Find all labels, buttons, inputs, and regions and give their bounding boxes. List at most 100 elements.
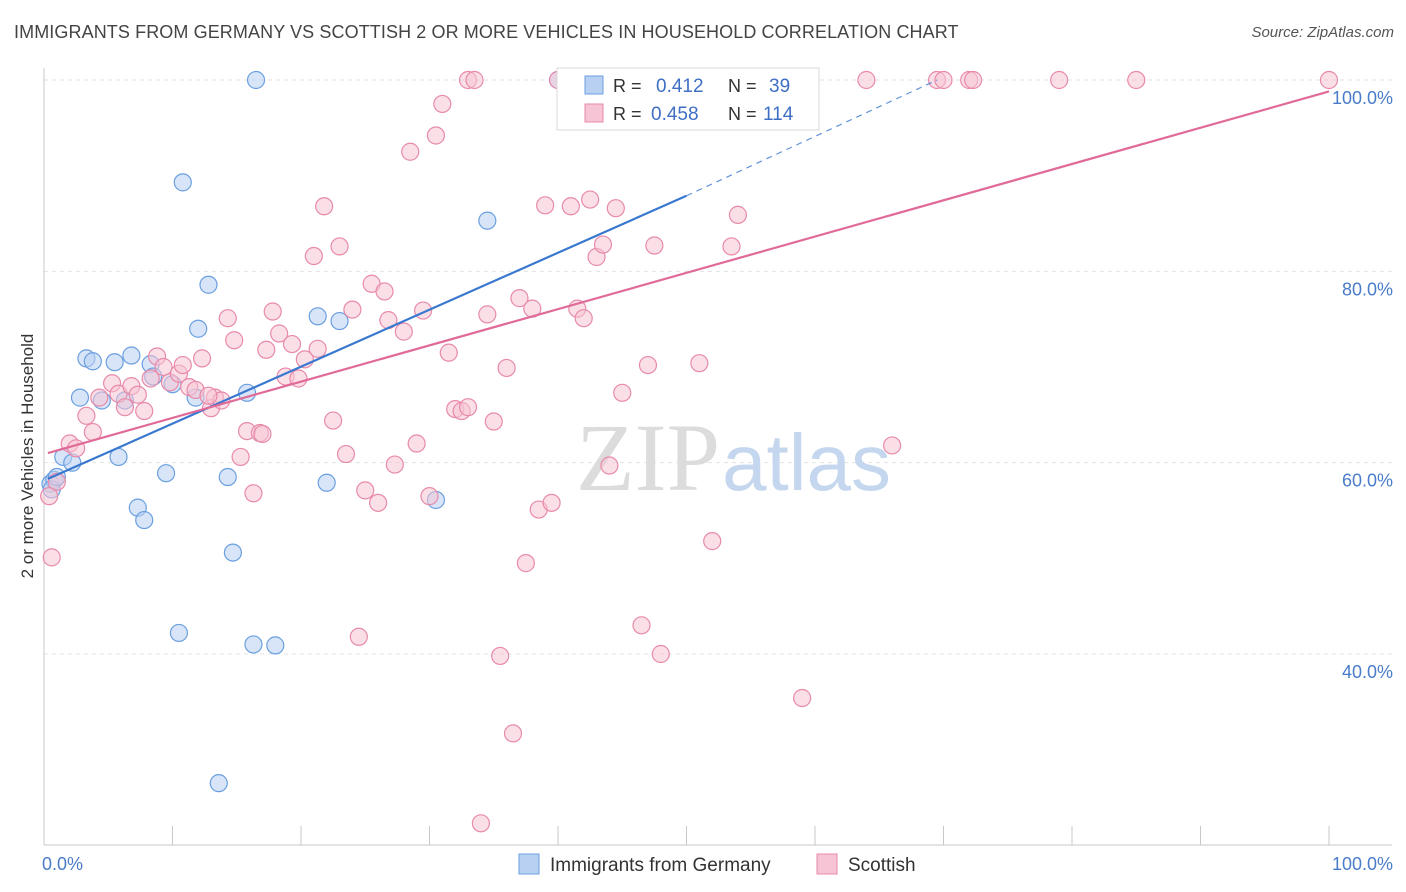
scottish-point-89	[638, 355, 658, 375]
germany-point-29	[266, 636, 285, 655]
scottish-point-26	[218, 309, 237, 328]
scottish-point-22	[192, 349, 212, 368]
scottish-point-33	[263, 302, 282, 321]
bottom-legend-swatch-scottish	[816, 853, 838, 875]
germany-trend-line	[47, 194, 687, 480]
legend-n-label-scottish: N =	[728, 104, 757, 124]
scottish-point-59	[433, 94, 452, 114]
scottish-point-49	[369, 493, 388, 512]
bottom-legend-swatch-germany	[518, 853, 540, 875]
y-tick-label-80: 80.0%	[1342, 279, 1393, 299]
germany-point-13	[135, 510, 154, 530]
x-ticks	[172, 826, 1330, 845]
scottish-point-40	[308, 339, 327, 358]
scottish-point-104	[934, 70, 953, 90]
germany-trend-extension	[686, 79, 938, 197]
scottish-point-19	[173, 355, 192, 375]
scottish-point-60	[439, 343, 458, 362]
watermark-zip: ZIP	[576, 404, 720, 511]
germany-point-30	[308, 307, 327, 326]
scottish-point-107	[1050, 70, 1069, 90]
scottish-point-14	[141, 369, 160, 388]
y-tick-labels: 40.0% 60.0% 80.0% 100.0%	[1332, 88, 1393, 682]
scottish-point-47	[356, 481, 375, 500]
scottish-point-1	[42, 548, 61, 567]
germany-point-34	[478, 211, 497, 230]
scottish-point-27	[225, 331, 244, 350]
legend-r-value-germany: 0.412	[656, 76, 704, 97]
scottish-point-57	[420, 487, 439, 506]
scottish-point-68	[491, 646, 510, 666]
series-germany-points	[41, 70, 658, 793]
scottish-point-45	[343, 300, 362, 319]
scottish-point-111	[253, 424, 272, 444]
scottish-point-85	[606, 199, 625, 218]
scottish-point-28	[231, 447, 250, 467]
bottom-legend: Immigrants from Germany Scottish	[518, 853, 916, 876]
germany-point-18	[169, 623, 189, 643]
scottish-point-76	[542, 493, 561, 512]
y-axis-label: 2 or more Vehicles in Household	[18, 334, 37, 579]
scottish-point-69	[497, 358, 516, 378]
scottish-point-101	[857, 70, 876, 90]
germany-point-24	[218, 467, 237, 487]
scottish-point-66	[478, 305, 497, 324]
y-tick-label-40: 40.0%	[1342, 662, 1393, 682]
scottish-point-90	[645, 236, 664, 255]
scottish-point-0	[40, 487, 59, 506]
scottish-point-42	[324, 411, 343, 430]
scottish-point-81	[581, 190, 600, 209]
scottish-point-41	[315, 197, 334, 216]
scottish-point-72	[516, 554, 535, 573]
scottish-point-86	[613, 383, 632, 402]
scottish-point-108	[1127, 70, 1146, 90]
trend-lines	[47, 79, 1330, 480]
scottish-point-53	[394, 322, 413, 341]
scottish-point-46	[349, 627, 368, 646]
germany-point-19	[173, 173, 192, 192]
scottish-point-43	[330, 237, 349, 256]
scottish-point-12	[128, 385, 147, 404]
legend-box: R = 0.412 N = 39 R = 0.458 N = 114	[556, 67, 820, 131]
scottish-point-71	[510, 289, 529, 308]
y-tick-label-100: 100.0%	[1332, 88, 1393, 108]
germany-point-16	[156, 464, 176, 483]
scottish-point-7	[90, 388, 109, 407]
scottish-point-91	[651, 644, 670, 664]
legend-n-value-scottish: 114	[763, 104, 794, 125]
scottish-point-70	[503, 724, 523, 743]
germany-point-21	[189, 319, 208, 338]
scottish-point-110	[199, 386, 218, 405]
bottom-legend-label-germany: Immigrants from Germany	[550, 855, 771, 876]
germany-point-22	[199, 275, 218, 294]
legend-r-value-scottish: 0.458	[651, 104, 699, 125]
germany-point-31	[317, 473, 336, 492]
scottish-point-10	[115, 398, 135, 417]
legend-swatch-germany	[584, 75, 604, 95]
scottish-point-80	[574, 309, 593, 328]
scottish-point-30	[244, 484, 263, 503]
scottish-point-32	[257, 340, 276, 359]
germany-point-32	[330, 311, 349, 331]
scottish-point-16	[154, 357, 173, 377]
scottish-point-102	[882, 436, 902, 455]
germany-point-4	[70, 388, 90, 407]
scottish-point-44	[336, 444, 356, 464]
watermark-atlas: atlas	[722, 418, 891, 507]
germany-point-23	[209, 774, 228, 793]
legend-n-label-germany: N =	[728, 76, 757, 96]
germany-point-11	[122, 346, 141, 365]
scottish-point-75	[536, 196, 555, 215]
scottish-point-112	[458, 398, 478, 417]
scottish-point-34	[270, 324, 289, 343]
legend-r-label-scottish: R =	[613, 104, 642, 124]
scottish-point-54	[401, 142, 420, 161]
y-tick-label-60: 60.0%	[1342, 471, 1393, 491]
germany-point-25	[223, 543, 242, 562]
scottish-point-64	[465, 70, 484, 90]
x-tick-label-min: 0.0%	[42, 854, 83, 874]
scottish-point-95	[703, 532, 722, 551]
scottish-point-88	[632, 616, 651, 635]
scottish-point-109	[1319, 70, 1339, 90]
